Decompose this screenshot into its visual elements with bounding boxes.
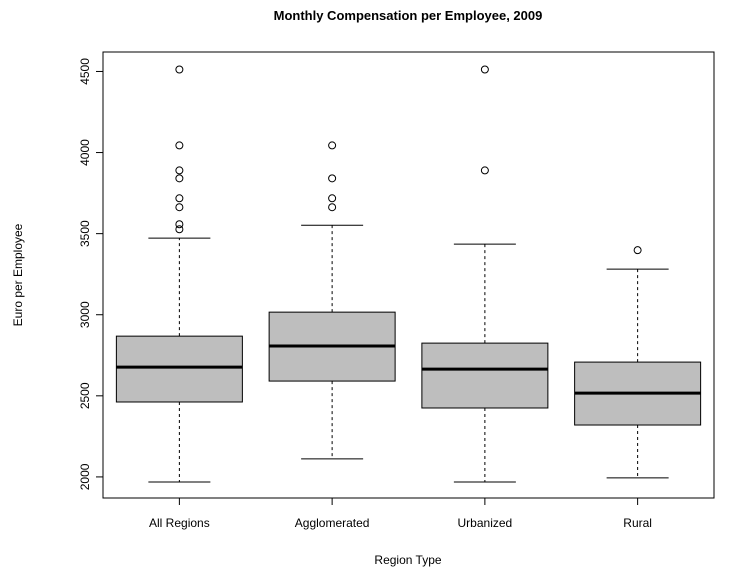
outlier	[480, 65, 489, 74]
outlier	[175, 166, 184, 175]
outlier	[480, 166, 489, 175]
outlier	[175, 220, 184, 229]
x-tick-label: All Regions	[149, 516, 210, 530]
chart-title: Monthly Compensation per Employee, 2009	[274, 8, 543, 23]
outlier	[175, 65, 184, 74]
outlier	[175, 141, 184, 150]
x-axis-label: Region Type	[374, 553, 441, 567]
y-tick-label: 4000	[78, 139, 92, 166]
plot-frame	[102, 51, 715, 499]
x-tick-label: Urbanized	[458, 516, 513, 530]
box	[115, 335, 243, 403]
outlier	[175, 203, 184, 212]
outlier	[328, 174, 337, 183]
outlier	[328, 141, 337, 150]
y-tick-label: 3500	[78, 220, 92, 247]
outlier	[633, 246, 642, 255]
outlier	[328, 203, 337, 212]
outlier	[175, 194, 184, 203]
x-tick-label: Rural	[623, 516, 652, 530]
outlier	[175, 225, 184, 234]
y-tick-label: 3000	[78, 301, 92, 328]
box	[421, 342, 549, 409]
y-tick-label: 2500	[78, 382, 92, 409]
y-tick-label: 2000	[78, 463, 92, 490]
outlier	[328, 194, 337, 203]
outlier	[175, 174, 184, 183]
y-axis-label: Euro per Employee	[11, 223, 25, 326]
y-tick-label: 4500	[78, 58, 92, 85]
x-tick-label: Agglomerated	[295, 516, 370, 530]
